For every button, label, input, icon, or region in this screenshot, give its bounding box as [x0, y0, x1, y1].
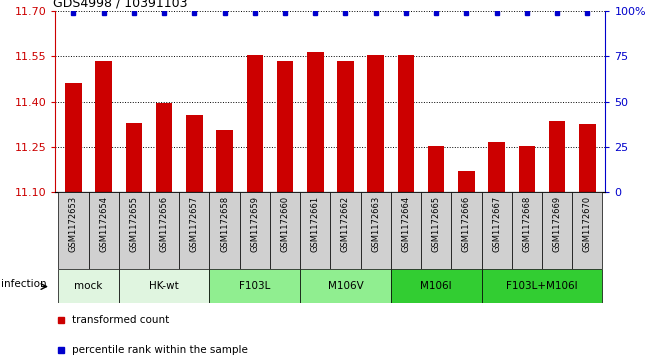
Text: GSM1172665: GSM1172665	[432, 196, 441, 252]
Text: transformed count: transformed count	[72, 315, 169, 325]
Bar	[307, 52, 324, 192]
Bar	[186, 115, 202, 192]
Text: GSM1172658: GSM1172658	[220, 196, 229, 252]
Text: GSM1172664: GSM1172664	[402, 196, 410, 252]
Bar	[59, 192, 89, 269]
Bar	[451, 192, 482, 269]
Text: GSM1172654: GSM1172654	[99, 196, 108, 252]
Bar	[89, 192, 118, 269]
Bar	[118, 192, 149, 269]
Bar	[149, 192, 179, 269]
Bar	[300, 269, 391, 303]
Bar	[519, 146, 535, 192]
Bar	[65, 83, 82, 192]
Bar	[240, 192, 270, 269]
Bar	[118, 269, 210, 303]
Text: GSM1172661: GSM1172661	[311, 196, 320, 252]
Bar	[156, 103, 173, 192]
Text: GSM1172668: GSM1172668	[522, 196, 531, 252]
Bar	[330, 192, 361, 269]
Bar	[542, 192, 572, 269]
Bar	[337, 61, 353, 192]
Bar	[421, 192, 451, 269]
Text: GSM1172666: GSM1172666	[462, 196, 471, 252]
Text: GSM1172660: GSM1172660	[281, 196, 290, 252]
Bar	[247, 55, 263, 192]
Bar	[59, 269, 118, 303]
Text: HK-wt: HK-wt	[149, 281, 179, 291]
Text: F103L+M106I: F103L+M106I	[506, 281, 578, 291]
Bar	[391, 269, 482, 303]
Bar	[512, 192, 542, 269]
Text: GSM1172653: GSM1172653	[69, 196, 78, 252]
Bar	[361, 192, 391, 269]
Bar	[458, 171, 475, 192]
Bar	[488, 142, 505, 192]
Text: GSM1172663: GSM1172663	[371, 196, 380, 252]
Bar	[579, 124, 596, 192]
Bar	[96, 61, 112, 192]
Text: GSM1172670: GSM1172670	[583, 196, 592, 252]
Bar	[216, 130, 233, 192]
Text: GSM1172667: GSM1172667	[492, 196, 501, 252]
Bar	[300, 192, 330, 269]
Text: GDS4998 / 10391103: GDS4998 / 10391103	[53, 0, 187, 10]
Bar	[482, 269, 602, 303]
Bar	[367, 55, 384, 192]
Text: infection: infection	[1, 279, 47, 289]
Bar	[277, 61, 294, 192]
Text: GSM1172657: GSM1172657	[190, 196, 199, 252]
Text: GSM1172669: GSM1172669	[553, 196, 562, 252]
Bar	[398, 55, 414, 192]
Text: percentile rank within the sample: percentile rank within the sample	[72, 345, 248, 355]
Bar	[210, 269, 300, 303]
Text: GSM1172662: GSM1172662	[341, 196, 350, 252]
Bar	[179, 192, 210, 269]
Bar	[549, 121, 565, 192]
Bar	[210, 192, 240, 269]
Bar	[270, 192, 300, 269]
Text: mock: mock	[74, 281, 103, 291]
Text: M106I: M106I	[421, 281, 452, 291]
Bar	[391, 192, 421, 269]
Text: F103L: F103L	[239, 281, 271, 291]
Bar	[572, 192, 602, 269]
Bar	[126, 123, 142, 192]
Text: M106V: M106V	[327, 281, 363, 291]
Text: GSM1172655: GSM1172655	[130, 196, 139, 252]
Bar	[428, 146, 445, 192]
Text: GSM1172659: GSM1172659	[251, 196, 259, 252]
Bar	[482, 192, 512, 269]
Text: GSM1172656: GSM1172656	[159, 196, 169, 252]
